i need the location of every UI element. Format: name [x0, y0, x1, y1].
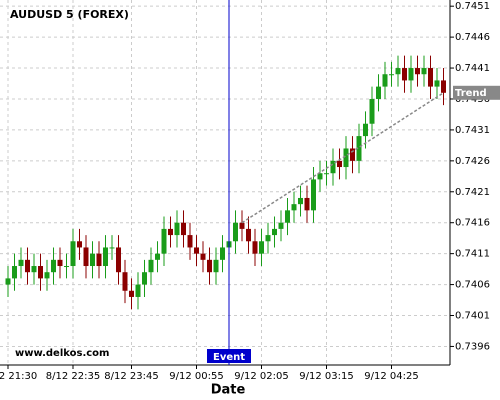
x-tick-label: 8/12 22:35	[46, 371, 100, 382]
y-tick-label: 0.7406	[455, 280, 490, 291]
candle-body	[220, 247, 225, 260]
trend-box	[453, 85, 500, 100]
x-tick-label: 9/12 03:15	[299, 371, 353, 382]
candle-body	[356, 136, 362, 161]
candle-body	[233, 222, 238, 242]
candle-body	[148, 259, 154, 273]
candle-body	[428, 68, 433, 87]
candle-body	[168, 228, 173, 236]
candle-body	[135, 284, 141, 297]
candle-body	[252, 241, 258, 254]
candle-body	[265, 235, 271, 242]
candle-body	[278, 222, 284, 229]
candle-body	[415, 68, 420, 75]
candle-body	[285, 210, 290, 223]
chart-title: AUDUSD 5 (FOREX)	[10, 8, 129, 21]
x-axis-label: Date	[211, 383, 246, 398]
y-tick-label: 0.7426	[455, 156, 490, 167]
candle-body	[51, 259, 56, 273]
candle-body	[207, 259, 212, 273]
candle-body	[181, 222, 186, 236]
x-tick-label: 8/12 23:45	[104, 371, 158, 382]
candle-body	[376, 86, 381, 99]
y-tick-label: 0.7451	[455, 1, 490, 12]
candle-body	[70, 241, 76, 267]
candle-body	[317, 173, 323, 180]
candle-body	[343, 148, 349, 168]
candle-body	[103, 247, 108, 267]
candle-body	[44, 272, 50, 279]
event-box	[207, 349, 251, 363]
candle-body	[408, 68, 414, 81]
candle-body	[304, 197, 310, 211]
trend-label: Trend	[455, 88, 487, 99]
y-tick-label: 0.7441	[455, 63, 490, 74]
y-tick-label: 0.7401	[455, 311, 490, 322]
candle-body	[77, 241, 82, 248]
candle-body	[246, 228, 251, 242]
candle-body	[155, 253, 160, 260]
candle-body	[330, 160, 336, 174]
candle-body	[5, 278, 11, 285]
candle-body	[12, 266, 17, 279]
candle-body	[272, 228, 277, 236]
y-tick-label: 0.7416	[455, 218, 490, 229]
candle-body	[83, 247, 89, 267]
y-tick-label: 0.7396	[455, 341, 490, 352]
y-tick-label: 0.7411	[455, 249, 490, 260]
candle-body	[200, 253, 206, 260]
candle-body	[90, 253, 95, 267]
candle-body	[25, 259, 30, 273]
candle-body	[434, 80, 440, 87]
candle-body	[350, 148, 355, 161]
candle-body	[382, 74, 388, 87]
candle-body	[441, 80, 446, 93]
candle-body	[64, 266, 69, 268]
candle-body	[402, 68, 407, 81]
candle-body	[109, 247, 115, 249]
candle-body	[57, 259, 63, 267]
candle-body	[122, 272, 128, 291]
y-tick-label: 0.7446	[455, 32, 490, 43]
candle-body	[213, 259, 219, 273]
candle-body	[389, 74, 394, 76]
candle-body	[291, 204, 297, 211]
candle-body	[129, 290, 134, 297]
candle-body	[18, 259, 24, 267]
candle-body	[142, 272, 147, 285]
candle-body	[239, 222, 245, 229]
candle-body	[194, 247, 199, 254]
y-tick-label: 0.7431	[455, 125, 490, 136]
x-tick-label: 9/12 00:55	[169, 371, 223, 382]
candle-body	[259, 241, 264, 254]
candle-body	[31, 266, 37, 273]
candle-body	[116, 247, 121, 273]
candle-body	[337, 160, 342, 168]
candle-body	[161, 228, 167, 254]
candle-body	[38, 266, 43, 279]
candle-body	[363, 123, 368, 137]
candle-body	[421, 68, 427, 75]
candle-body	[395, 68, 401, 75]
x-tick-label: 9/12 02:05	[234, 371, 288, 382]
x-tick-label: 9/12 04:25	[364, 371, 418, 382]
candle-body	[298, 197, 303, 205]
candle-body	[96, 253, 102, 267]
candle-body	[369, 98, 375, 124]
x-tick-label: 2 21:30	[0, 371, 37, 382]
y-tick-label: 0.7421	[455, 187, 490, 198]
event-label: Event	[213, 352, 245, 363]
candle-body	[324, 173, 329, 175]
candle-body	[311, 179, 316, 211]
candle-body	[174, 222, 180, 236]
watermark: www.delkos.com	[15, 348, 109, 359]
candle-body	[187, 235, 193, 248]
